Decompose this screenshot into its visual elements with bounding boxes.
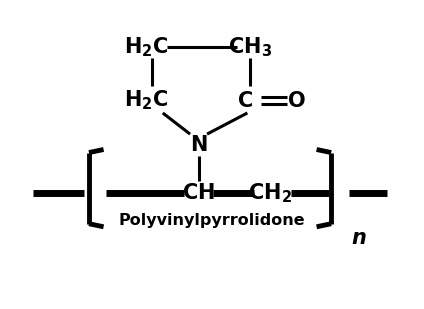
Text: Polyvinylpyrrolidone: Polyvinylpyrrolidone	[119, 213, 305, 228]
Text: $\mathbf{O}$: $\mathbf{O}$	[287, 91, 306, 111]
Text: $\mathbf{CH}$: $\mathbf{CH}$	[182, 183, 215, 203]
Text: $\mathbf{H_2C}$: $\mathbf{H_2C}$	[124, 89, 169, 112]
Text: $\bfit{n}$: $\bfit{n}$	[351, 228, 367, 248]
Text: $\mathbf{H_2C}$: $\mathbf{H_2C}$	[124, 35, 169, 59]
Text: $\mathbf{N}$: $\mathbf{N}$	[190, 135, 207, 155]
Text: $\mathbf{CH_3}$: $\mathbf{CH_3}$	[229, 35, 273, 59]
Text: $\mathbf{C}$: $\mathbf{C}$	[237, 91, 253, 111]
Text: $\mathbf{CH_2}$: $\mathbf{CH_2}$	[248, 181, 292, 205]
